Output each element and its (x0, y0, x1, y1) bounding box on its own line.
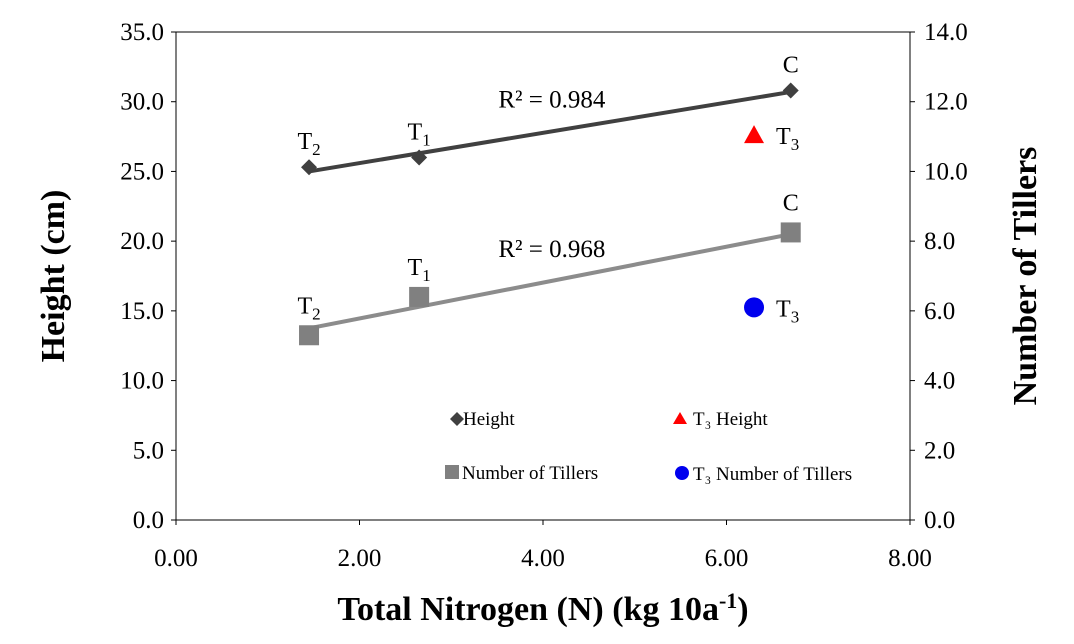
right-y-axis-title: Number of Tillers (1007, 147, 1044, 406)
x-tick-label: 2.00 (338, 545, 382, 572)
tillers-point (780, 222, 801, 243)
right-y-axis: 0.0 2.0 4.0 6.0 8.0 10.0 12.0 14.0 (910, 19, 968, 534)
tillers-point (299, 325, 320, 346)
left-y-tick-label: 5.0 (133, 437, 164, 464)
plot-area (175, 31, 911, 521)
legend-tillers-text: Number of Tillers (462, 463, 598, 484)
left-y-tick-label: 25.0 (120, 158, 164, 185)
left-y-tick-label: 30.0 (120, 89, 164, 116)
right-y-tick-label: 0.0 (924, 507, 955, 534)
right-y-tick-label: 10.0 (924, 158, 968, 185)
point-label: C (783, 190, 799, 216)
legend: Height T₃ Height Number of Tillers T₃ Nu… (445, 409, 852, 485)
right-y-tick-label: 8.0 (924, 228, 955, 255)
trendlines (308, 89, 792, 331)
point-label: T1 (408, 119, 431, 149)
left-y-tick-label: 15.0 (120, 298, 164, 325)
point-label: T3 (776, 124, 799, 154)
t3-tillers-point (744, 297, 765, 318)
tillers-point (409, 286, 430, 307)
right-y-tick-label: 12.0 (924, 89, 968, 116)
legend-height-marker (450, 412, 464, 426)
x-axis-title: Total Nitrogen (N) (kg 10a-1) (337, 588, 748, 628)
x-axis: 0.00 2.00 4.00 6.00 8.00 (154, 520, 932, 572)
point-labels: R² = 0.984 T2 T1 C R² = 0.968 T2 T1 C T3 T3 (297, 53, 799, 327)
height-point (411, 149, 428, 166)
left-y-tick-label: 0.0 (133, 507, 164, 534)
right-y-tick-label: 14.0 (924, 19, 968, 46)
left-y-axis-title: Height (cm) (35, 190, 72, 363)
x-tick-label: 8.00 (888, 545, 932, 572)
r-squared-label: R² = 0.968 (498, 236, 605, 263)
legend-t3-tillers-marker (675, 466, 689, 480)
right-y-tick-label: 4.0 (924, 368, 955, 395)
right-y-tick-label: 2.0 (924, 437, 955, 464)
point-label: C (783, 53, 799, 79)
legend-t3-tillers-text: T₃ Number of Tillers (693, 464, 852, 485)
right-y-tick-label: 6.0 (924, 298, 955, 325)
data-markers (299, 82, 801, 346)
x-tick-label: 6.00 (705, 545, 749, 572)
left-y-tick-label: 20.0 (120, 228, 164, 255)
t3-height-point (744, 125, 765, 144)
point-label: T2 (297, 293, 320, 323)
legend-tillers-marker (445, 465, 459, 479)
trendline-height (308, 89, 792, 174)
height-point (301, 159, 318, 176)
x-tick-label: 4.00 (521, 545, 565, 572)
legend-height-text: Height (463, 409, 515, 430)
legend-t3-height-marker (673, 412, 687, 424)
legend-t3-height-text: T₃ Height (693, 409, 768, 430)
left-y-tick-label: 10.0 (120, 368, 164, 395)
left-y-tick-label: 35.0 (120, 19, 164, 46)
x-tick-label: 0.00 (154, 545, 198, 572)
trendline-tillers (308, 232, 792, 331)
r-squared-label: R² = 0.984 (498, 87, 606, 114)
height-point (782, 82, 799, 99)
point-label: T3 (776, 296, 799, 326)
point-label: T2 (297, 129, 320, 159)
point-label: T1 (408, 255, 431, 285)
left-y-axis: 0.0 5.0 10.0 15.0 20.0 25.0 30.0 35.0 (120, 19, 176, 534)
